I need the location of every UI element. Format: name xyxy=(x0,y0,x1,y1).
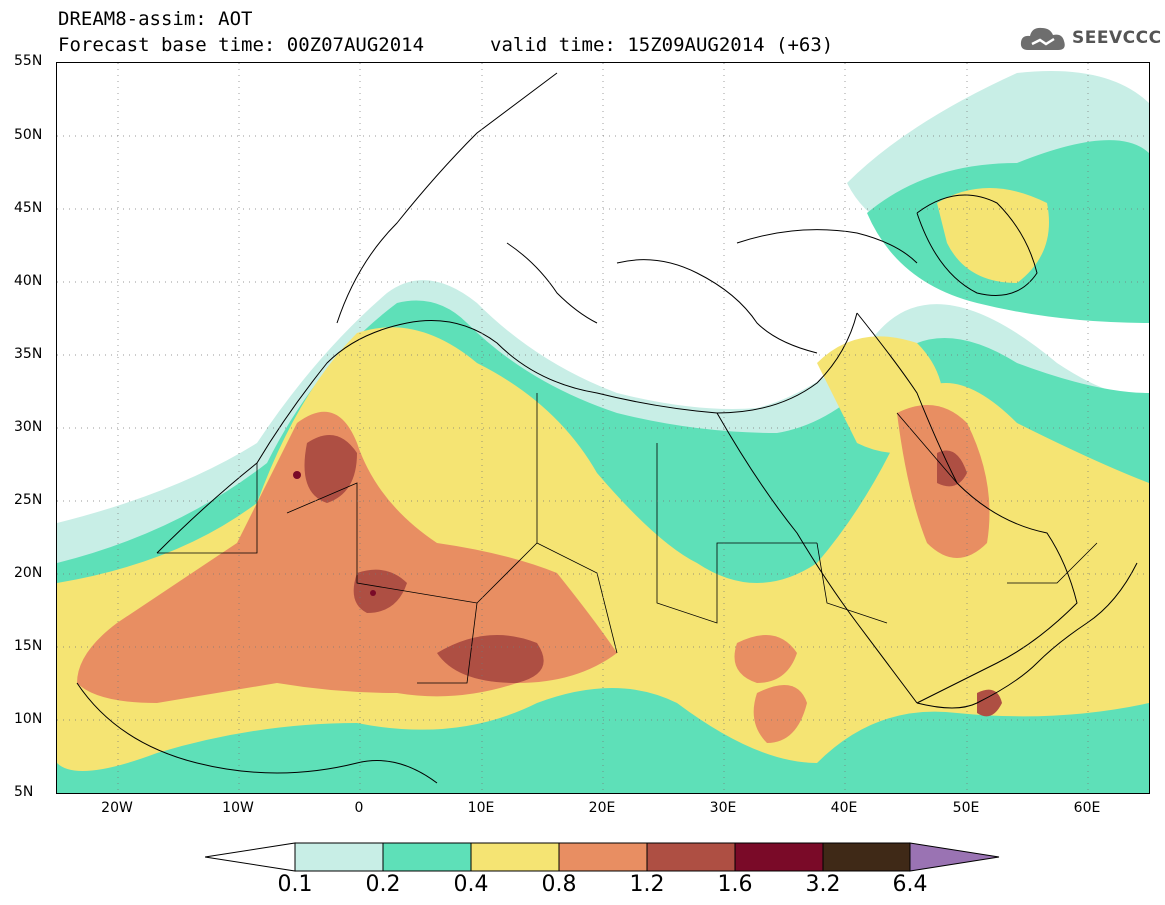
colorbar-segment xyxy=(382,842,472,872)
colorbar-segment xyxy=(909,842,1000,872)
colorbar-label: 0.4 xyxy=(453,872,489,897)
aot-map xyxy=(56,62,1150,794)
colorbar-segment xyxy=(734,842,824,872)
lon-label: 50E xyxy=(952,800,980,816)
lat-label: 55N xyxy=(14,53,43,69)
lon-label: 60E xyxy=(1073,800,1101,816)
lat-label: 15N xyxy=(14,638,43,654)
colorbar-segment xyxy=(470,842,560,872)
colorbar-label: 0.8 xyxy=(541,872,577,897)
lat-label: 30N xyxy=(14,419,43,435)
colorbar-segment xyxy=(294,842,384,872)
lon-label: 10W xyxy=(222,800,254,816)
lon-label: 20W xyxy=(101,800,133,816)
lon-label: 0 xyxy=(354,800,364,816)
cloud-icon xyxy=(1020,27,1065,50)
base-time: Forecast base time: 00Z07AUG2014 xyxy=(58,34,425,56)
aot-field-1.2-1.6 xyxy=(304,435,1002,717)
lat-label: 45N xyxy=(14,200,43,216)
colorbar-segment xyxy=(646,842,736,872)
colorbar-label: 1.2 xyxy=(629,872,665,897)
coastlines xyxy=(76,72,1138,784)
lat-label: 40N xyxy=(14,273,43,289)
colorbar-label: 0.1 xyxy=(277,872,313,897)
lat-label: 10N xyxy=(14,711,43,727)
time-info: Forecast base time: 00Z07AUG2014 valid ti… xyxy=(58,34,833,56)
lat-label: 35N xyxy=(14,346,43,362)
lon-label: 10E xyxy=(467,800,495,816)
aot-field-1.6-3.2 xyxy=(293,471,376,596)
colorbar-label: 1.6 xyxy=(717,872,753,897)
lat-label: 25N xyxy=(14,492,43,508)
lat-label: 20N xyxy=(14,565,43,581)
colorbar-segment xyxy=(205,842,296,872)
colorbar-label: 6.4 xyxy=(892,872,928,897)
map-canvas xyxy=(57,63,1149,793)
valid-time: valid time: 15Z09AUG2014 (+63) xyxy=(490,34,834,56)
colorbar-segment xyxy=(822,842,911,872)
graticule xyxy=(57,63,1149,793)
colorbar-label: 3.2 xyxy=(805,872,841,897)
colorbar-label: 0.2 xyxy=(365,872,401,897)
colorbar-segment xyxy=(558,842,648,872)
lat-label: 5N xyxy=(14,784,34,800)
lat-label: 50N xyxy=(14,127,43,143)
lon-label: 40E xyxy=(830,800,858,816)
logo-text: SEEVCCC xyxy=(1072,28,1162,48)
seevccc-logo: SEEVCCC xyxy=(1018,22,1161,56)
colorbar xyxy=(205,842,1000,872)
lon-label: 20E xyxy=(588,800,616,816)
lon-label: 30E xyxy=(709,800,737,816)
aot-field-0.8-1.2 xyxy=(77,405,990,743)
product-title: DREAM8-assim: AOT xyxy=(58,8,253,30)
country-borders xyxy=(157,393,1098,684)
